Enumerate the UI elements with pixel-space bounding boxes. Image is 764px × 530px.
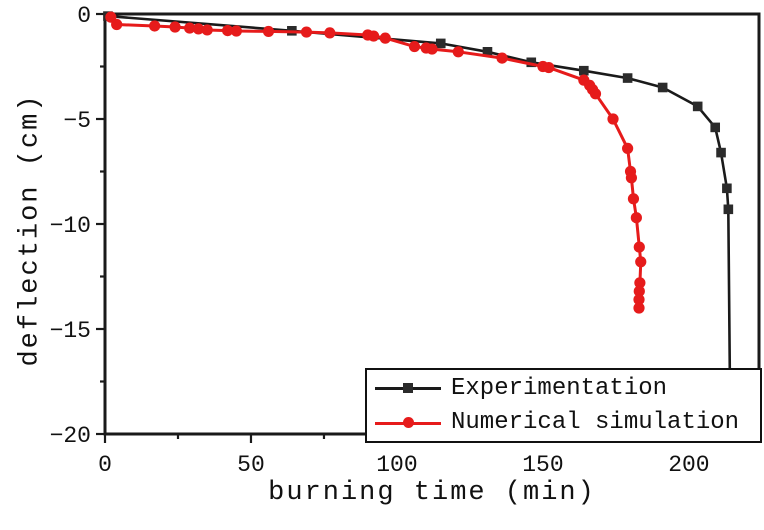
- legend-item-experimentation: Experimentation: [367, 372, 760, 404]
- y-tick-label: −5: [63, 108, 91, 134]
- x-tick-label: 100: [376, 452, 417, 478]
- y-tick-label: −20: [50, 423, 91, 449]
- square-marker-icon: [403, 383, 413, 394]
- series-line-1: [109, 15, 643, 310]
- y-axis-title: deflection (cm): [16, 93, 47, 367]
- legend-label: Experimentation: [451, 374, 668, 402]
- x-tick-label: 150: [522, 452, 563, 478]
- y-tick-label: −10: [50, 213, 91, 239]
- legend-box: Experimentation Numerical simulation: [365, 368, 762, 443]
- y-tick-label: 0: [77, 3, 91, 29]
- legend-sample-line: [375, 416, 441, 430]
- x-tick-label: 200: [668, 452, 709, 478]
- legend-label: Numerical simulation: [451, 409, 740, 437]
- tick-labels: 0 50 100 150 200 0 −5 −10 −15 −20: [50, 3, 710, 478]
- y-axis-title-wrap: deflection (cm): [0, 0, 62, 460]
- y-tick-label: −15: [50, 318, 91, 344]
- legend-item-numerical-simulation: Numerical simulation: [367, 407, 760, 439]
- legend-sample-line: [375, 381, 441, 395]
- series-markers-1: [105, 11, 647, 314]
- x-tick-label: 0: [98, 452, 112, 478]
- series-line-0: [106, 14, 732, 373]
- x-tick-label: 50: [237, 452, 265, 478]
- x-axis-title: burning time (min): [268, 478, 596, 508]
- circle-marker-icon: [403, 416, 414, 428]
